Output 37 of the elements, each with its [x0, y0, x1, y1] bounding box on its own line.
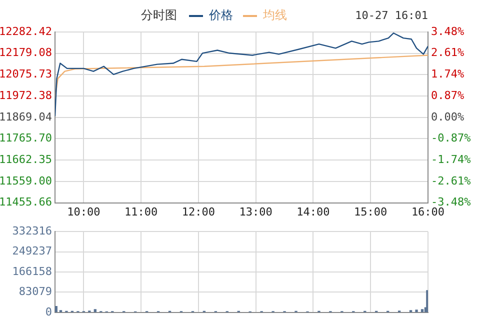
- x-tick-label: 13:00: [239, 205, 272, 218]
- y2-tick-label: -2.61%: [431, 174, 472, 188]
- x-tick-label: 14:00: [296, 205, 330, 218]
- x-tick-label: 15:00: [354, 205, 388, 218]
- y-tick-label: 11765.70: [0, 132, 52, 145]
- x-tick-label: 11:00: [124, 205, 158, 218]
- y-tick-label: 166158: [12, 264, 52, 278]
- y-tick-label: 332316: [12, 224, 52, 238]
- y2-tick-label: 3.48%: [431, 24, 464, 38]
- y2-tick-label: -1.74%: [431, 152, 472, 166]
- x-tick-label: 12:00: [182, 205, 216, 218]
- y2-tick-label: 1.74%: [431, 68, 464, 81]
- bar: [94, 309, 96, 312]
- y-tick-label: 12282.42: [0, 24, 52, 38]
- chart-title: 分时图: [141, 8, 177, 22]
- y-tick-label: 12179.08: [0, 46, 52, 60]
- x-tick-label: 10:00: [67, 205, 100, 218]
- y-tick-label: 83079: [18, 285, 52, 298]
- y2-tick-label: 0.87%: [431, 88, 464, 102]
- bar: [426, 290, 428, 312]
- y-tick-label: 11455.66: [0, 196, 52, 209]
- bar: [55, 306, 58, 312]
- y-tick-label: 11662.35: [0, 152, 52, 166]
- y-tick-label: 0: [45, 305, 52, 318]
- y-tick-label: 11869.04: [0, 110, 52, 124]
- bar: [420, 309, 424, 312]
- bar: [415, 310, 418, 312]
- y-tick-label: 12075.73: [0, 68, 52, 81]
- legend-label: 均线: [262, 8, 287, 22]
- y-tick-label: 11559.00: [0, 174, 52, 188]
- y2-tick-label: 2.61%: [431, 46, 464, 60]
- y2-tick-label: -0.87%: [431, 132, 472, 145]
- legend-label: 价格: [208, 8, 233, 22]
- y2-tick-label: 0.00%: [431, 110, 464, 124]
- y-tick-label: 249237: [12, 244, 52, 258]
- text: 10-27 16:01: [355, 8, 428, 22]
- y-tick-label: 11972.38: [0, 88, 52, 102]
